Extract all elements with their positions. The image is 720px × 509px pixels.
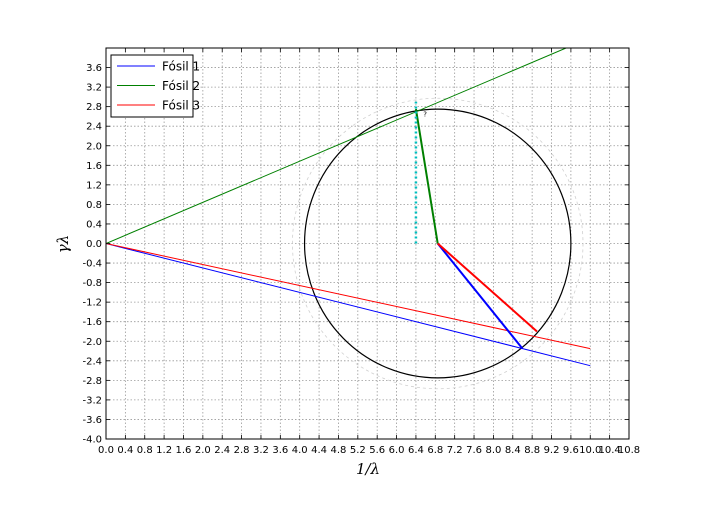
y-tick-label: 1.2 — [86, 180, 102, 191]
x-tick-label: 0.4 — [117, 445, 133, 456]
y-tick-label: -1.6 — [82, 317, 102, 328]
annotation-text: ? — [423, 110, 427, 118]
y-tick-label: -2.0 — [82, 337, 102, 348]
legend-label-2: Fósil 2 — [162, 79, 200, 93]
y-tick-label: -2.4 — [82, 356, 102, 367]
x-tick-label: 9.6 — [563, 445, 579, 456]
y-tick-label: 1.6 — [86, 161, 102, 172]
series-line-1 — [106, 243, 591, 367]
radius-segment-1 — [436, 242, 524, 350]
x-tick-label: 9.2 — [544, 445, 560, 456]
y-tick-label: -0.4 — [82, 259, 102, 270]
x-tick-label: 8.4 — [505, 445, 521, 456]
y-tick-label: -4.0 — [82, 435, 102, 446]
x-tick-label: 2.8 — [234, 445, 250, 456]
y-tick-label: 0.4 — [86, 219, 102, 230]
x-tick-label: 10.0 — [579, 445, 601, 456]
y-tick-label: -3.6 — [82, 415, 102, 426]
x-tick-label: 2.0 — [195, 445, 211, 456]
x-tick-label: 7.6 — [466, 445, 482, 456]
y-tick-label: 2.0 — [86, 141, 102, 152]
y-tick-label: 0.0 — [86, 239, 102, 250]
x-tick-label: 0.8 — [137, 445, 153, 456]
x-tick-label: 5.2 — [350, 445, 366, 456]
legend: Fósil 1 Fósil 2 Fósil 3 — [110, 54, 200, 118]
x-tick-label: 4.8 — [330, 445, 346, 456]
x-tick-label: 10.8 — [618, 445, 640, 456]
data-layer: ? — [106, 48, 591, 390]
y-tick-label: 0.8 — [86, 200, 102, 211]
x-axis-title: 1/λ — [356, 460, 380, 478]
faint-arc — [292, 97, 584, 390]
x-tick-label: 6.0 — [389, 445, 405, 456]
y-tick-label: 2.4 — [86, 122, 102, 133]
radius-segment-3 — [437, 242, 538, 333]
y-axis-title: γλ — [54, 235, 72, 253]
x-tick-label: 10.4 — [598, 445, 620, 456]
y-tick-label: 2.8 — [86, 102, 102, 113]
legend-label-1: Fósil 1 — [162, 60, 200, 74]
x-tick-label: 6.4 — [408, 445, 424, 456]
ticks: 0.0 0.4 0.8 1.2 1.6 2.0 2.4 2.8 3.2 3.6 4.0 4.4 4.8 5… — [82, 48, 640, 456]
x-tick-label: 3.2 — [253, 445, 269, 456]
series-line-2 — [106, 48, 567, 244]
y-tick-label: 3.6 — [86, 63, 102, 74]
y-tick-label: -3.2 — [82, 395, 102, 406]
x-tick-label: 4.4 — [311, 445, 327, 456]
legend-label-3: Fósil 3 — [162, 99, 200, 113]
x-tick-label: 7.2 — [447, 445, 463, 456]
x-tick-label: 8.0 — [485, 445, 501, 456]
x-tick-label: 4.0 — [292, 445, 308, 456]
y-tick-label: 3.2 — [86, 83, 102, 94]
x-tick-label: 3.6 — [272, 445, 288, 456]
x-tick-label: 1.2 — [156, 445, 172, 456]
y-tick-label: -2.8 — [82, 376, 102, 387]
x-tick-label: 0.0 — [98, 445, 114, 456]
circle-curve — [303, 108, 572, 379]
radius-segment-2 — [414, 108, 439, 244]
x-tick-label: 2.4 — [214, 445, 230, 456]
y-tick-label: -0.8 — [82, 278, 102, 289]
x-tick-label: 1.6 — [176, 445, 192, 456]
x-tick-label: 6.8 — [427, 445, 443, 456]
x-tick-label: 5.6 — [369, 445, 385, 456]
y-tick-label: -1.2 — [82, 298, 102, 309]
x-tick-label: 8.8 — [524, 445, 540, 456]
